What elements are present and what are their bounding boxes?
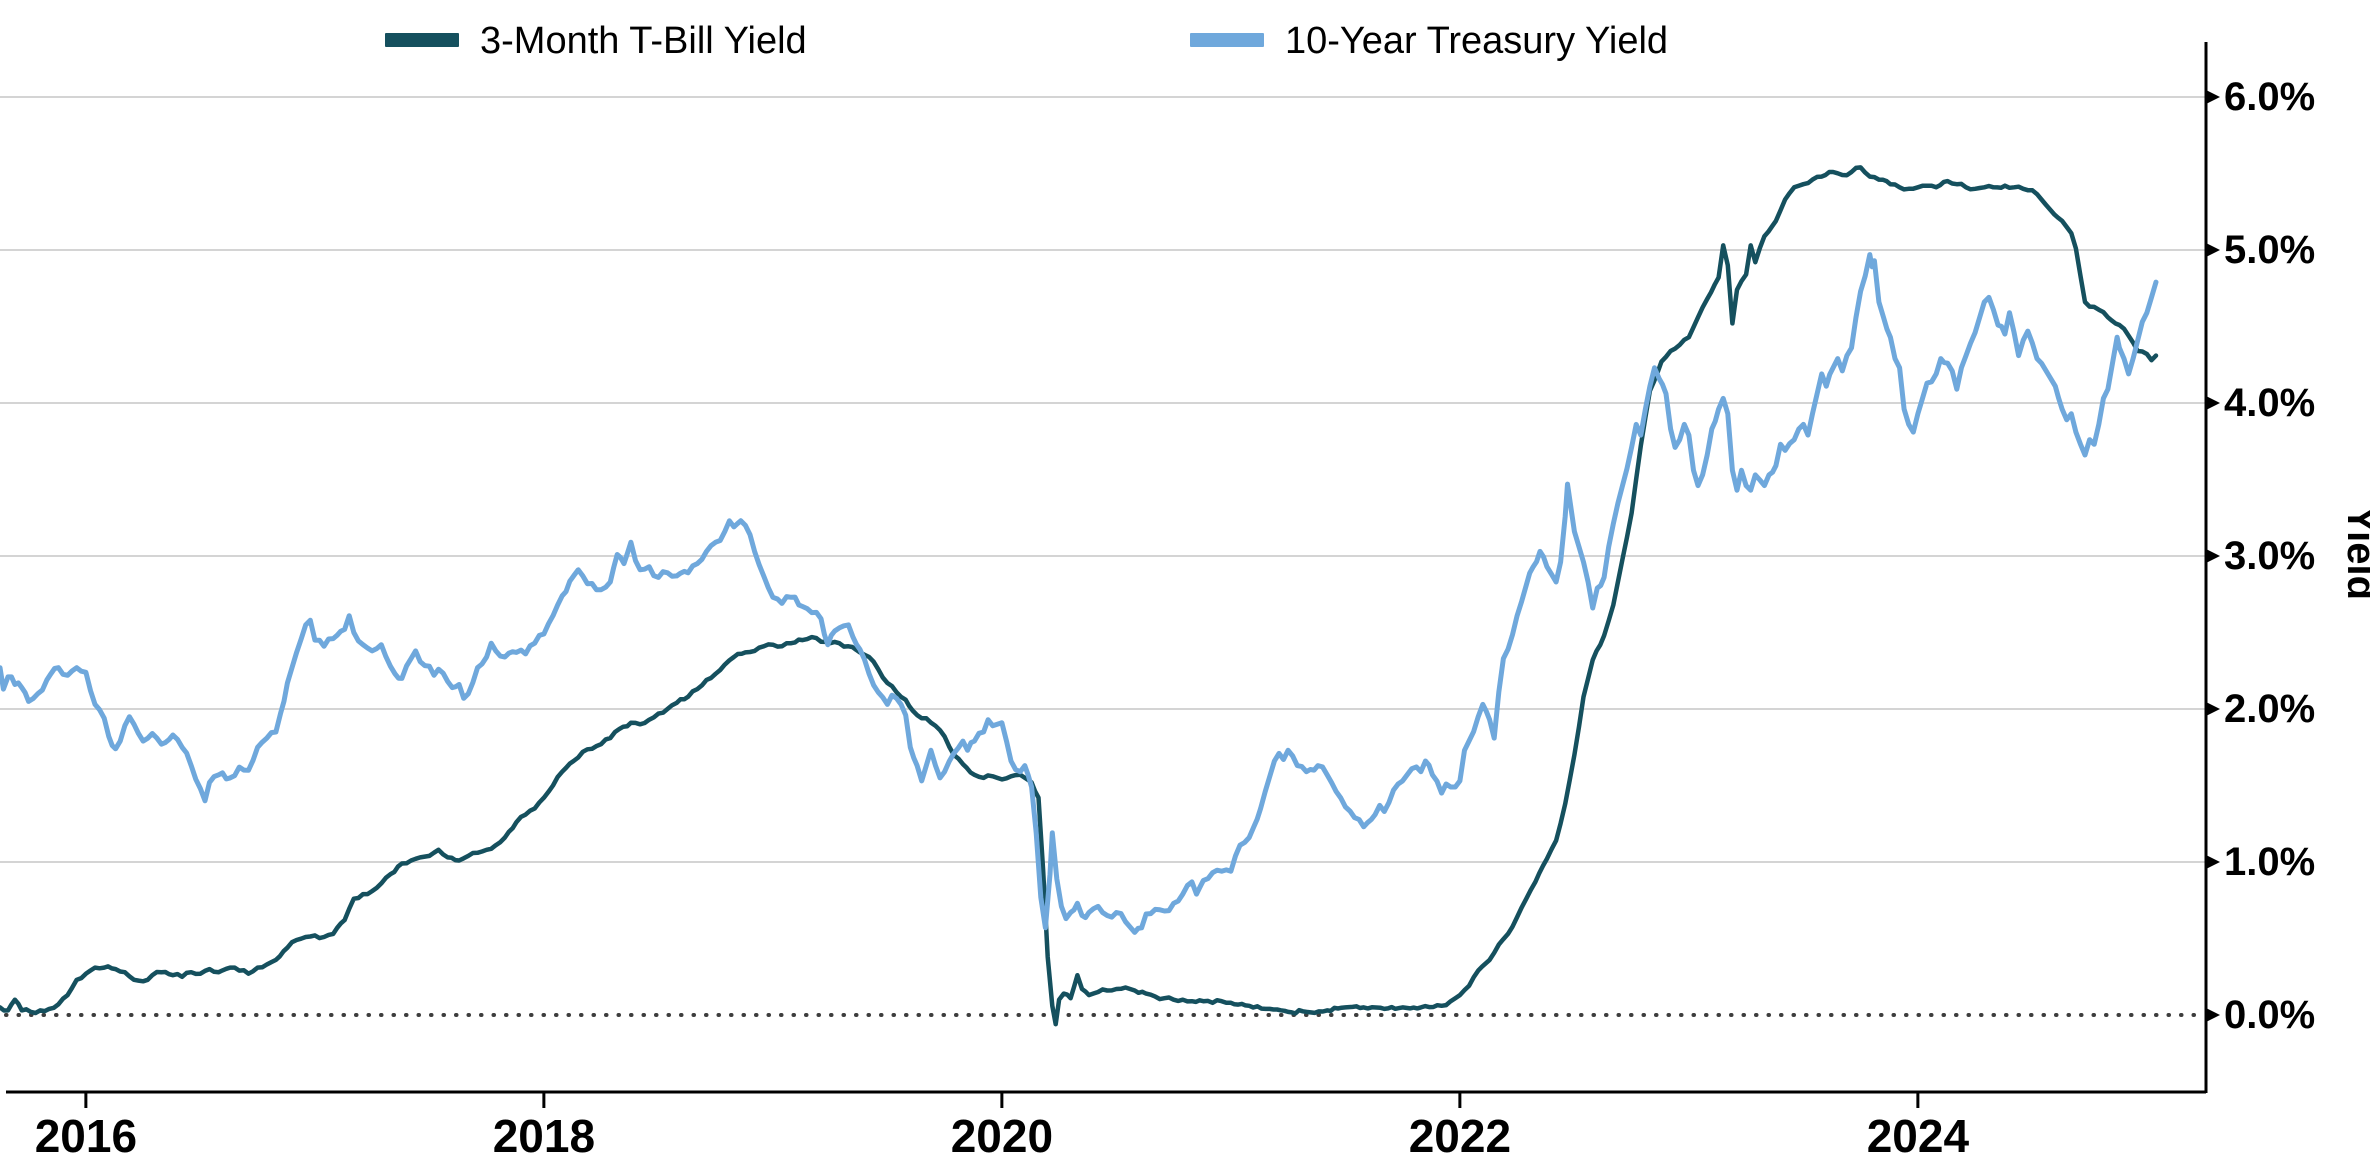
- legend-label: 10-Year Treasury Yield: [1285, 20, 1668, 62]
- y-tick-arrow: [2206, 396, 2220, 410]
- y-tick-label: 2.0%: [2224, 687, 2315, 731]
- y-axis-title: Yield: [2339, 506, 2370, 600]
- x-tick-label: 2022: [1409, 1110, 1511, 1162]
- y-tick-arrow: [2206, 1008, 2220, 1022]
- y-tick-label: 1.0%: [2224, 840, 2315, 884]
- legend-item: 3-Month T-Bill Yield: [385, 20, 807, 62]
- legend-swatch: [1190, 33, 1264, 47]
- y-tick-label: 3.0%: [2224, 534, 2315, 578]
- legend-item: 10-Year Treasury Yield: [1190, 20, 1668, 62]
- y-tick-arrow: [2206, 243, 2220, 257]
- y-tick-arrow: [2206, 549, 2220, 563]
- legend-swatch: [385, 33, 459, 47]
- series-line-10-year-treasury: [0, 252, 2159, 935]
- y-tick-label: 6.0%: [2224, 75, 2315, 119]
- x-tick-label: 2016: [35, 1110, 137, 1162]
- series-line-3-month-t-bill: [0, 165, 2159, 1027]
- x-tick-label: 2018: [493, 1110, 595, 1162]
- legend: 3-Month T-Bill Yield 10-Year Treasury Yie…: [385, 20, 1668, 62]
- y-tick-arrow: [2206, 90, 2220, 104]
- legend-label: 3-Month T-Bill Yield: [480, 20, 807, 62]
- x-tick-label: 2020: [951, 1110, 1053, 1162]
- x-tick-label: 2024: [1867, 1110, 1970, 1162]
- y-tick-label: 4.0%: [2224, 381, 2315, 425]
- y-tick-arrow: [2206, 702, 2220, 716]
- y-tick-label: 5.0%: [2224, 228, 2315, 272]
- y-tick-label: 0.0%: [2224, 993, 2315, 1037]
- gridlines: [0, 96, 2206, 863]
- y-tick-arrow: [2206, 855, 2220, 869]
